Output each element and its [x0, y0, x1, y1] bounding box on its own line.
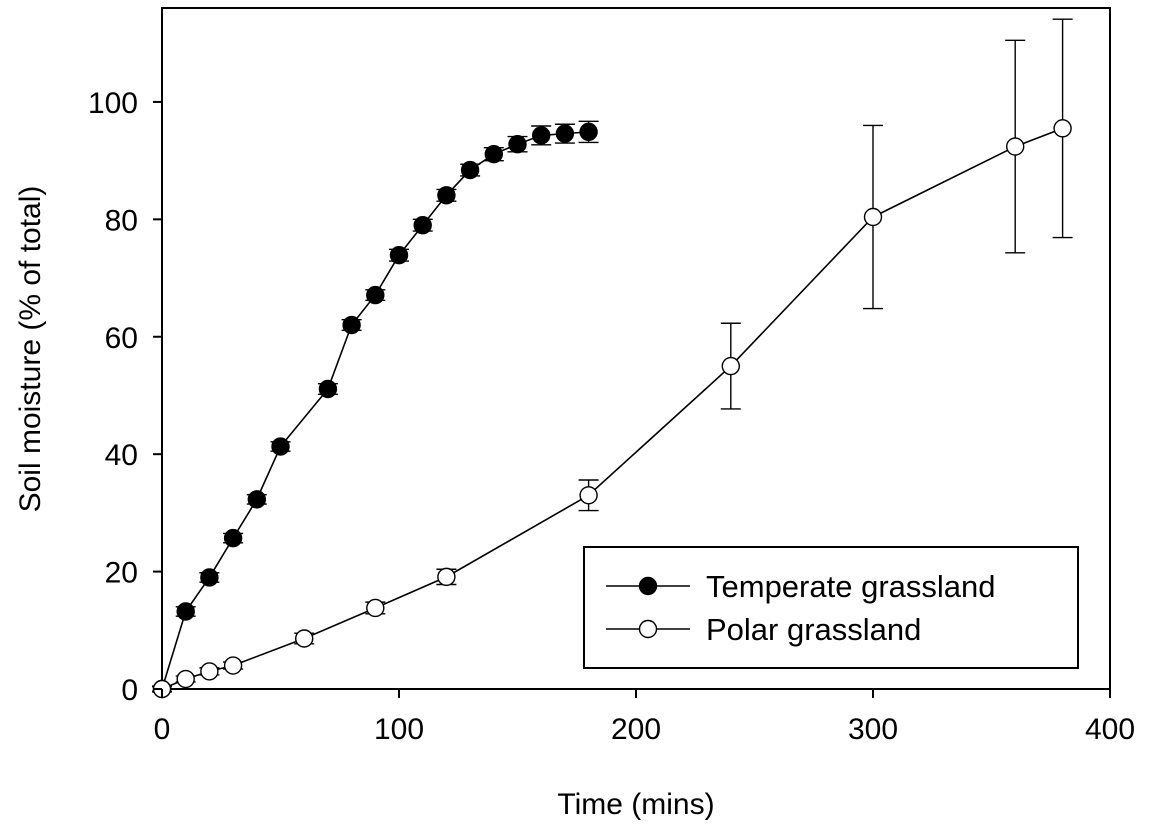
- data-point: [532, 126, 551, 145]
- y-tick-label: 40: [105, 439, 138, 472]
- data-point: [366, 598, 385, 618]
- data-point: [1053, 119, 1072, 138]
- data-point: [200, 568, 219, 587]
- data-point: [508, 134, 527, 154]
- y-axis-title: Soil moisture (% of total): [14, 186, 47, 513]
- data-point: [1006, 137, 1025, 156]
- data-point: [295, 629, 314, 648]
- plot-area: [152, 18, 1073, 699]
- y-axis: 0 20 40 60 80 100: [88, 87, 162, 707]
- data-point: [484, 144, 503, 164]
- legend-marker-temperate: [638, 576, 658, 596]
- x-axis-title: Time (mins): [557, 788, 714, 821]
- data-point: [579, 486, 598, 505]
- x-tick-label: 300: [848, 713, 898, 746]
- data-point: [176, 602, 195, 621]
- y-tick-label: 20: [105, 557, 138, 590]
- y-tick-label: 80: [105, 204, 138, 237]
- data-point: [555, 124, 575, 143]
- data-point: [366, 285, 385, 305]
- y-tick-label: 0: [121, 674, 138, 707]
- x-tick-label: 0: [154, 713, 171, 746]
- series-temperate-grassland: [152, 120, 599, 699]
- data-point: [200, 662, 219, 681]
- y-tick-label: 60: [105, 322, 138, 355]
- data-point: [460, 160, 480, 180]
- x-tick-label: 400: [1085, 713, 1135, 746]
- data-point: [342, 315, 361, 335]
- data-point: [437, 186, 456, 205]
- data-point: [247, 490, 266, 509]
- legend: Temperate grassland Polar grassland: [583, 546, 1079, 669]
- x-tick-label: 100: [374, 713, 424, 746]
- data-point: [318, 379, 338, 399]
- data-point: [413, 216, 432, 235]
- legend-label-polar: Polar grassland: [706, 612, 921, 647]
- data-point: [271, 437, 290, 456]
- series-polar-grassland: [152, 18, 1073, 699]
- data-point: [579, 122, 598, 142]
- data-point: [389, 245, 409, 265]
- legend-label-temperate: Temperate grassland: [706, 569, 996, 604]
- y-tick-label: 100: [88, 87, 138, 120]
- data-point: [223, 656, 243, 675]
- data-point: [176, 669, 195, 689]
- x-axis: 0 100 200 300 400: [154, 689, 1135, 746]
- data-point: [223, 528, 243, 548]
- legend-box: [583, 546, 1079, 669]
- data-point: [721, 356, 740, 376]
- data-point: [863, 207, 883, 227]
- data-point: [437, 567, 456, 587]
- x-tick-label: 200: [611, 713, 661, 746]
- legend-marker-polar: [638, 619, 658, 639]
